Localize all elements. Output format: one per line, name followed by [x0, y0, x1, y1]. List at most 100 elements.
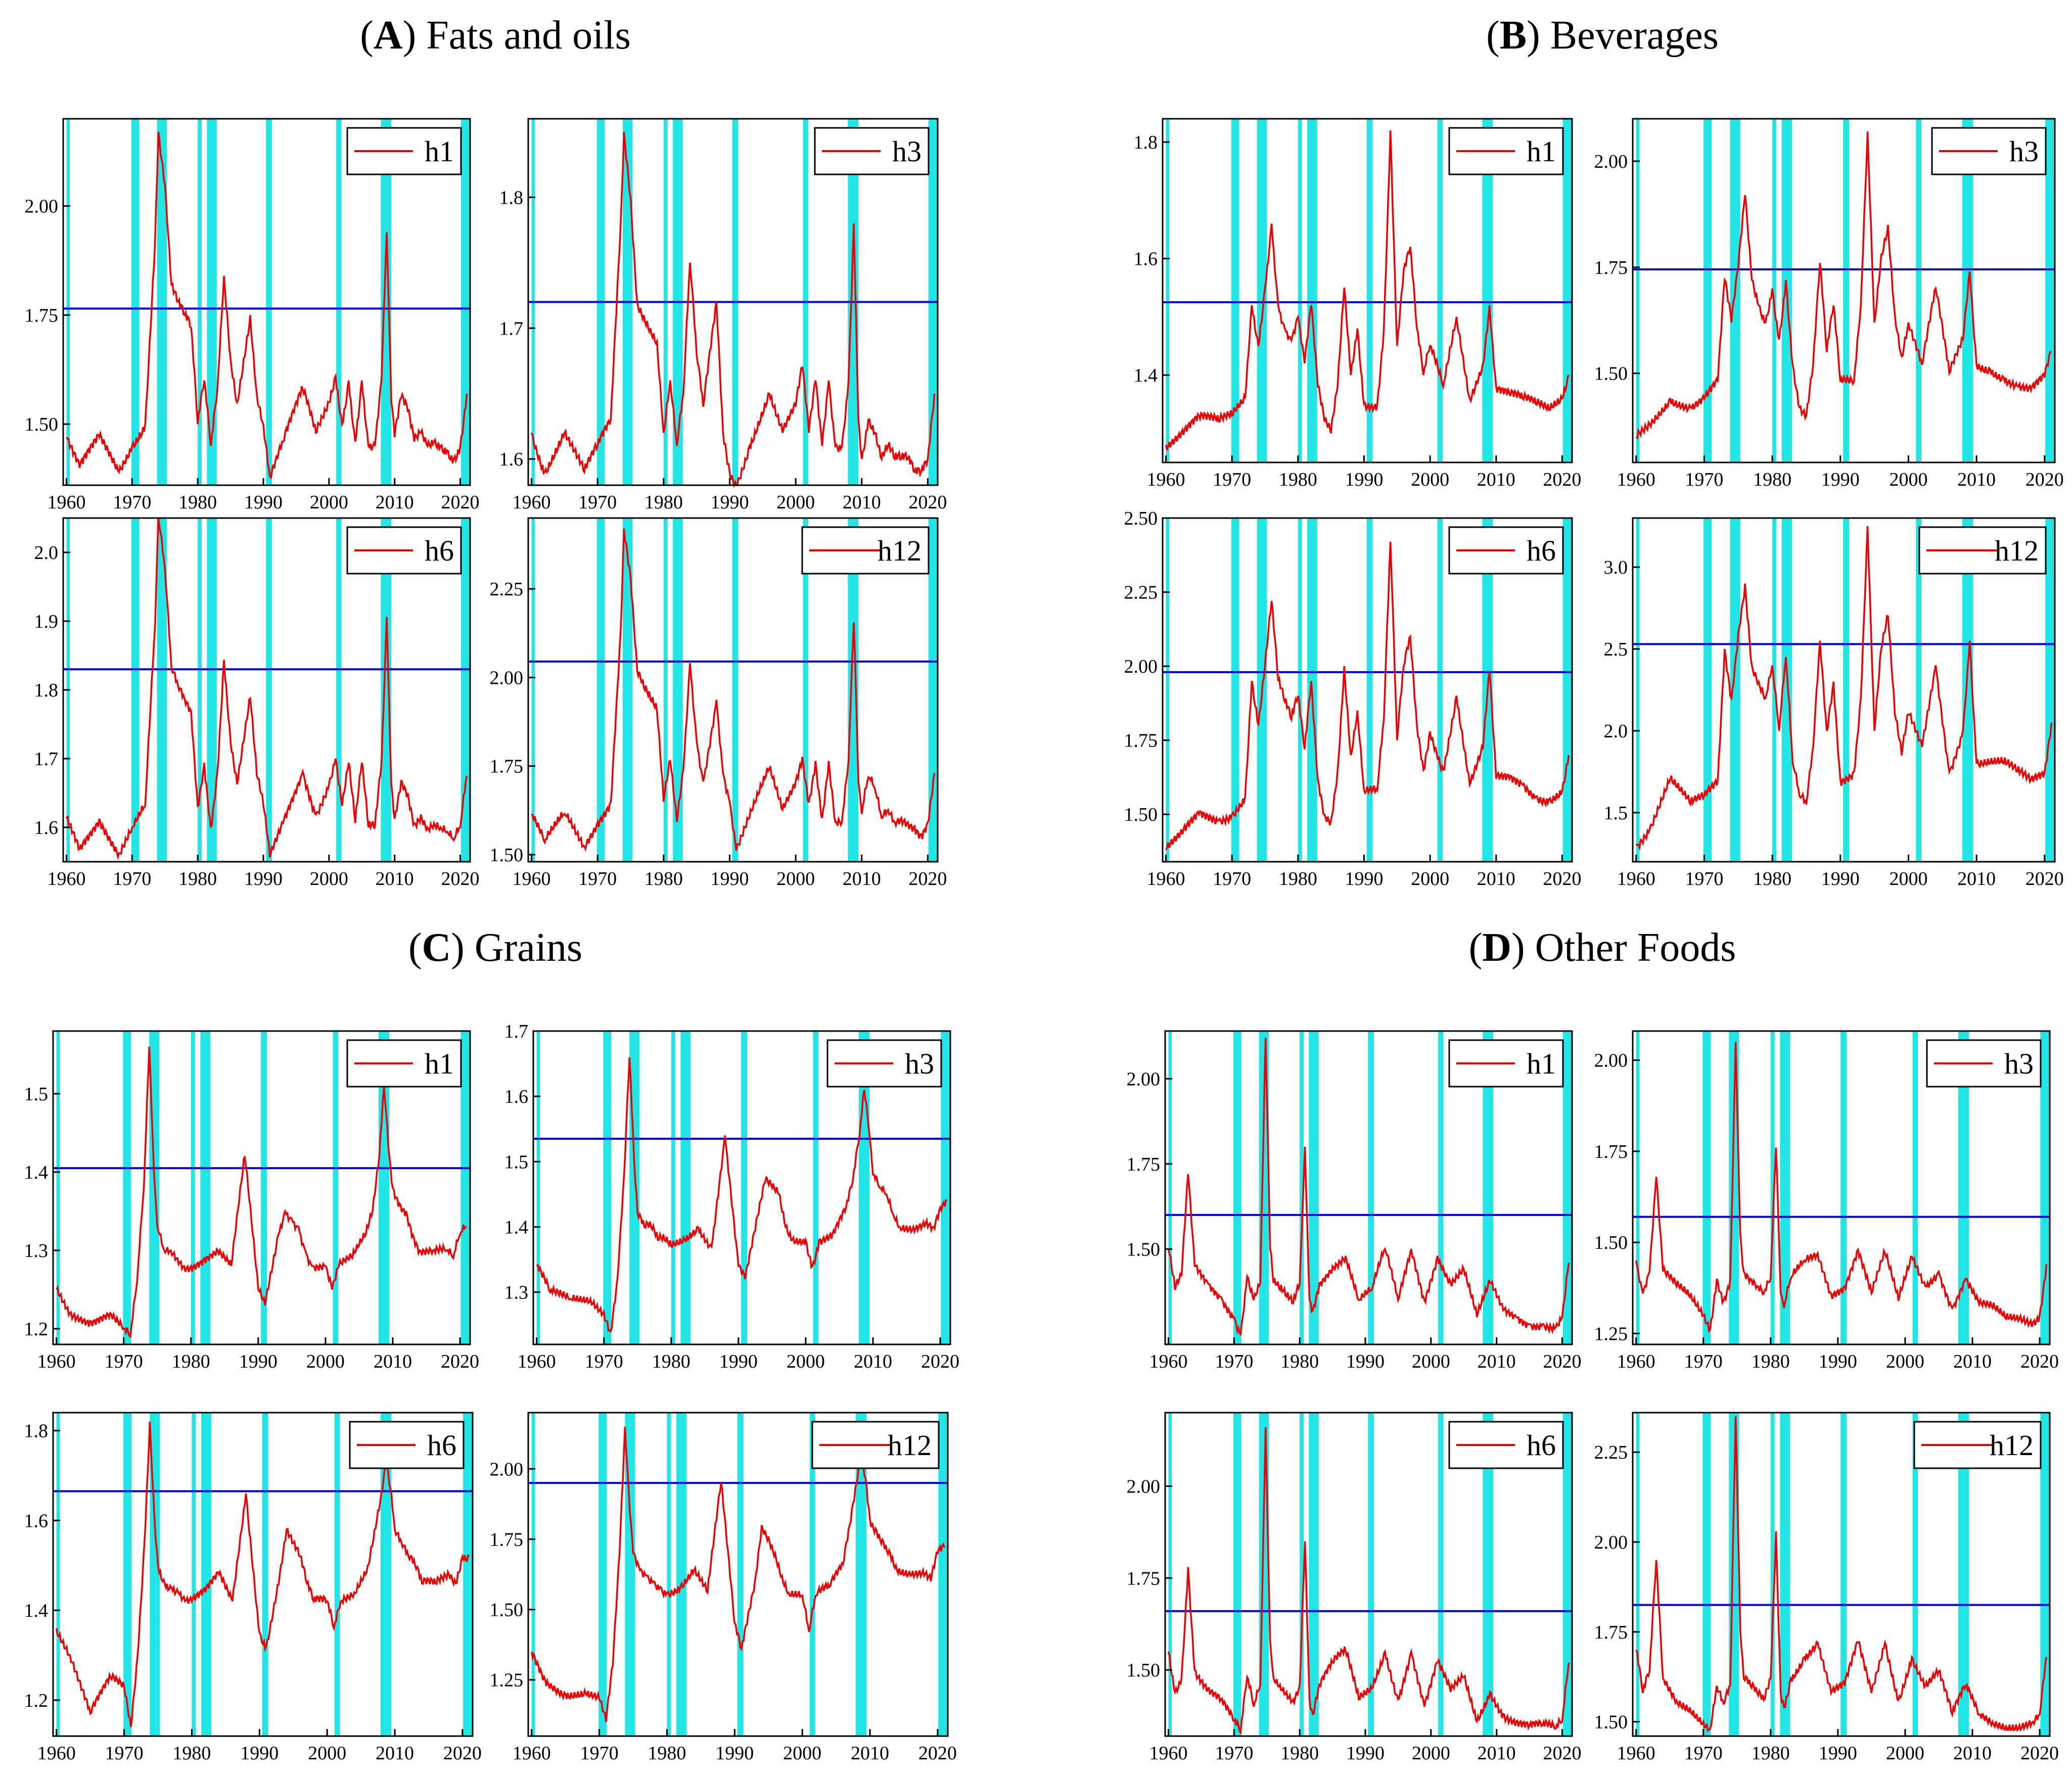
shaded-band	[1166, 119, 1170, 462]
x-tick-label: 2000	[787, 1351, 825, 1372]
x-tick-label: 2000	[306, 1351, 345, 1372]
shaded-band	[1636, 119, 1640, 462]
panel-b-h1: 1960 1970 1980 1990 2000 2010 2020 1.4 1.6 1.8 h1	[1134, 118, 1581, 490]
shaded-band	[333, 1031, 339, 1344]
x-tick-label: 1970	[580, 1743, 619, 1764]
shaded-band	[266, 518, 272, 862]
shaded-band	[596, 518, 605, 862]
panel-frame	[1632, 118, 2056, 463]
y-tick-label: 1.75	[1127, 1568, 1161, 1589]
shaded-band	[131, 518, 140, 862]
panel-frame	[52, 1030, 471, 1345]
x-tick-label: 1980	[644, 868, 683, 890]
y-tick-label: 1.75	[1594, 1141, 1628, 1162]
panel-a-h3: 1960 1970 1980 1990 2000 2010 2020 1.6 1.7 1.8 h3	[499, 118, 947, 513]
x-tick-label: 1970	[105, 1743, 144, 1764]
panel-frame	[1632, 1412, 2051, 1737]
x-tick-label: 2020	[441, 1351, 479, 1372]
y-tick-label: 1.50	[1127, 1239, 1161, 1260]
y-tick-label: 1.9	[34, 611, 59, 632]
legend-label: h3	[905, 1047, 934, 1080]
group-title-d: (D) Other Foods	[1468, 925, 1736, 970]
shaded-band	[1233, 1031, 1241, 1344]
shaded-band	[1772, 119, 1777, 462]
shaded-band	[1780, 1031, 1790, 1344]
shaded-band	[2045, 119, 2054, 462]
x-tick-label: 1960	[518, 1351, 556, 1372]
x-tick-label: 1970	[1684, 1743, 1723, 1764]
y-tick-label: 1.50	[490, 845, 524, 866]
shaded-band	[262, 1413, 268, 1736]
panel-c-h12: 1960 1970 1980 1990 2000 2010 2020 1.25 1.50 1.75…	[490, 1412, 957, 1764]
shaded-band	[941, 1031, 950, 1344]
y-tick-label: 1.6	[499, 449, 524, 470]
panel-d-h3: 1960 1970 1980 1990 2000 2010 2020 1.25 1.50 1.75…	[1594, 1030, 2059, 1372]
legend-label: h6	[427, 1429, 456, 1462]
x-tick-label: 1980	[648, 1743, 686, 1764]
x-tick-label: 1980	[1280, 1743, 1319, 1764]
x-tick-label: 1990	[239, 1351, 278, 1372]
x-tick-label: 2010	[843, 492, 881, 513]
panel-d-h12: 1960 1970 1980 1990 2000 2010 2020 1.50 1.75 2.00…	[1594, 1412, 2059, 1764]
shaded-band	[1840, 1031, 1847, 1344]
shaded-band	[1562, 1031, 1572, 1344]
x-tick-label: 1960	[513, 868, 551, 890]
shaded-band	[680, 1031, 691, 1344]
x-tick-label: 1970	[113, 868, 151, 890]
x-tick-label: 2000	[1411, 469, 1449, 490]
shaded-band	[663, 518, 668, 862]
panel-a-h1: 1960 1970 1980 1990 2000 2010 2020 1.50 1.75 2.00…	[25, 118, 480, 513]
x-tick-label: 1970	[1215, 1351, 1253, 1372]
y-tick-label: 2.00	[1127, 1068, 1161, 1090]
shaded-band	[461, 518, 470, 862]
shaded-band	[531, 518, 535, 862]
series-line	[1167, 1038, 1570, 1336]
shaded-band	[266, 119, 272, 485]
x-tick-label: 2010	[1477, 469, 1515, 490]
x-tick-label: 2000	[1412, 1743, 1450, 1764]
series-line	[1165, 130, 1570, 451]
shaded-band	[1257, 119, 1267, 462]
panel-frame	[1632, 1030, 2051, 1345]
legend-label: h1	[1527, 135, 1556, 168]
legend-label: h3	[2009, 135, 2039, 168]
panel-frame	[52, 1412, 474, 1737]
x-tick-label: 2020	[918, 1743, 957, 1764]
x-tick-label: 2000	[308, 1743, 346, 1764]
y-tick-label: 2.00	[1127, 1476, 1161, 1497]
shaded-band	[625, 1413, 635, 1736]
x-tick-label: 1960	[1147, 868, 1185, 890]
series-line	[1165, 541, 1570, 851]
shaded-band	[1368, 1031, 1374, 1344]
shaded-band	[1483, 1031, 1494, 1344]
legend-label: h1	[1527, 1047, 1556, 1080]
shaded-band	[1437, 518, 1443, 862]
x-tick-label: 2010	[1957, 469, 1996, 490]
y-tick-label: 1.50	[25, 414, 59, 435]
y-tick-label: 1.50	[1594, 1712, 1628, 1733]
shaded-band	[157, 119, 167, 485]
x-tick-label: 1990	[1345, 868, 1383, 890]
y-tick-label: 2.00	[25, 196, 59, 217]
y-tick-label: 1.75	[1594, 1622, 1628, 1643]
shaded-band	[198, 518, 202, 862]
y-tick-label: 1.75	[490, 1529, 524, 1550]
shaded-band	[622, 518, 633, 862]
x-tick-label: 2000	[783, 1743, 821, 1764]
x-tick-label: 1970	[1213, 469, 1251, 490]
shaded-band	[201, 1413, 212, 1736]
y-tick-label: 1.75	[490, 756, 524, 777]
shaded-band	[1770, 1413, 1775, 1736]
x-tick-label: 2020	[441, 868, 480, 890]
y-tick-label: 2.00	[1594, 1532, 1628, 1553]
x-tick-label: 1970	[1684, 1351, 1723, 1372]
x-tick-label: 2020	[443, 1743, 482, 1764]
legend-label: h3	[2004, 1047, 2034, 1080]
shaded-band	[1702, 1413, 1711, 1736]
x-tick-label: 1960	[1147, 469, 1185, 490]
x-tick-label: 1990	[240, 1743, 279, 1764]
x-tick-label: 1990	[1819, 1351, 1857, 1372]
panel-b-h6: 1960 1970 1980 1990 2000 2010 2020 1.50 1.75 2.00…	[1124, 508, 1582, 890]
shaded-band	[1366, 518, 1373, 862]
x-tick-label: 1960	[1617, 1743, 1655, 1764]
